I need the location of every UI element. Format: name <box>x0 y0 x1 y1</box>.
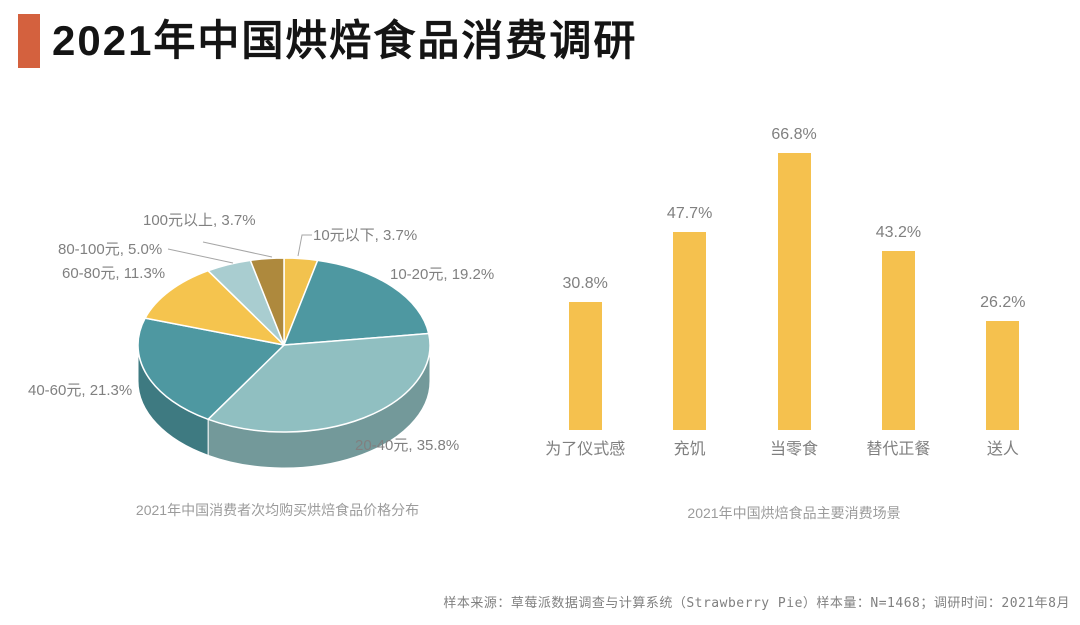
bar-category-label: 充饥 <box>673 441 706 458</box>
pie-leader-line-0 <box>297 234 312 257</box>
pie-chart: 10元以下, 3.7% 10-20元, 19.2% 20-40元, 35.8% 40-… <box>28 212 494 469</box>
bar <box>777 153 811 430</box>
bar <box>568 302 602 430</box>
bar-group-2: 66.8% 当零食 <box>742 124 846 464</box>
title-accent-bar <box>18 14 40 68</box>
source-note: 样本来源：草莓派数据调查与计算系统（Strawberry Pie）样本量：N=1… <box>443 596 1070 611</box>
bar-group-1: 47.7% 充饥 <box>637 124 741 464</box>
bar <box>881 251 915 430</box>
pie-slice-4 <box>144 269 285 346</box>
pie-slice-1 <box>283 259 430 346</box>
bar-category-label: 送人 <box>986 441 1019 458</box>
bar-value-label: 43.2% <box>875 224 922 241</box>
pie-chart-caption: 2021年中国消费者次均购买烘焙食品价格分布 <box>135 502 420 518</box>
pie-label-2: 20-40元, 35.8% <box>355 437 459 454</box>
bar-value-label: 30.8% <box>562 275 608 292</box>
bar <box>673 232 707 430</box>
bar-value-label: 47.7% <box>666 205 713 222</box>
bar-group-3: 43.2% 替代正餐 <box>846 124 950 464</box>
pie-label-3: 40-60元, 21.3% <box>28 382 132 399</box>
bar-group-0: 30.8% 为了仪式感 <box>533 124 637 464</box>
bar-chart: 30.8% 为了仪式感 47.7% 充饥 66.8% 当零食 43.2% 替代正餐 26.2% 送… <box>533 124 1055 464</box>
pie-label-1: 10-20元, 19.2% <box>390 266 494 283</box>
pie-label-5: 80-100元, 5.0% <box>58 241 162 258</box>
pie-leader-line-5 <box>167 248 234 264</box>
pie-leader-line-6 <box>202 241 273 258</box>
pie-slice-6 <box>249 257 285 346</box>
page-title: 2021年中国烘焙食品消费调研 <box>52 17 638 64</box>
pie-label-4: 60-80元, 11.3% <box>62 265 165 282</box>
bar-category-label: 为了仪式感 <box>545 441 626 458</box>
header: 2021年中国烘焙食品消费调研 <box>18 14 637 68</box>
bar-category-label: 替代正餐 <box>866 441 931 458</box>
bar-value-label: 26.2% <box>980 294 1026 311</box>
pie-label-6: 100元以上, 3.7% <box>143 212 256 229</box>
pie-slice-3 <box>137 317 285 421</box>
bar-chart-caption: 2021年中国烘焙食品主要消费场景 <box>687 505 901 521</box>
pie-slice-2 <box>207 332 431 433</box>
bar-group-4: 26.2% 送人 <box>951 124 1055 464</box>
pie-label-0: 10元以下, 3.7% <box>313 227 417 244</box>
bar <box>986 321 1020 430</box>
bar-value-label: 66.8% <box>771 126 817 143</box>
bar-category-label: 当零食 <box>770 441 819 458</box>
